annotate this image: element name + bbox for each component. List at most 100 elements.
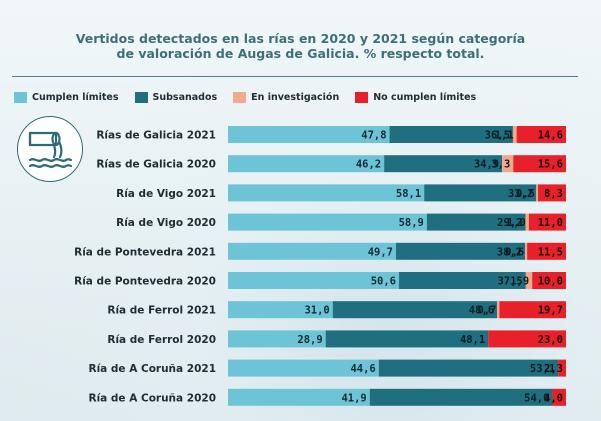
- bar-segment: [399, 272, 526, 289]
- data-label: 11,0: [538, 217, 563, 229]
- data-label: 0,6: [505, 246, 524, 258]
- bar-segment: [384, 155, 503, 173]
- bar-segment: [228, 388, 370, 406]
- legend: Cumplen límites Subsanados En investigac…: [14, 90, 492, 104]
- bar-segment: [332, 301, 498, 319]
- data-label: 1,0: [507, 217, 526, 229]
- bar-segment: [525, 242, 528, 260]
- legend-swatch-investigacion: [233, 91, 247, 103]
- bar-segment: [389, 126, 513, 143]
- legend-label-investigacion: En investigación: [251, 91, 340, 103]
- chart-title: Vertidos detectados en las rías en 2020 …: [0, 31, 601, 61]
- data-label: 3,3: [491, 159, 510, 171]
- legend-item-subsanados: Subsanados: [134, 91, 218, 103]
- bar-segment: [228, 184, 425, 202]
- data-label: 36,5: [485, 130, 510, 142]
- category-label: Rías de Galicia 2020: [96, 159, 216, 171]
- data-label: 11,5: [538, 246, 563, 258]
- data-label: 14,6: [538, 130, 563, 142]
- bar-segment: [325, 330, 489, 348]
- data-label: 15,6: [538, 159, 563, 171]
- category-label: Ría de Ferrol 2020: [107, 334, 216, 346]
- data-label: 10,0: [538, 276, 563, 288]
- bar-segment: [552, 388, 566, 406]
- bar-segment: [499, 301, 566, 319]
- bar-segment: [228, 359, 379, 377]
- data-label: 0,5: [516, 188, 535, 200]
- bar-segment: [537, 184, 566, 202]
- category-label: Ría de A Coruña 2020: [88, 392, 216, 404]
- bar-segment: [228, 272, 400, 289]
- category-label: Ría de Ferrol 2021: [107, 305, 216, 317]
- data-label: 1,1: [495, 130, 514, 142]
- category-label: Ría de Vigo 2021: [116, 188, 216, 200]
- bar-segment: [228, 242, 396, 260]
- data-label: 34,9: [474, 159, 499, 171]
- bar-segment: [488, 330, 566, 348]
- bar-segment: [228, 126, 390, 143]
- bar-segment: [424, 184, 537, 202]
- data-label: 46,2: [356, 159, 381, 171]
- data-label: 48,6: [469, 305, 494, 317]
- bar-segment: [513, 155, 566, 173]
- legend-label-no-cumplen: No cumplen límites: [373, 91, 477, 103]
- category-label: Ría de Pontevedra 2021: [74, 246, 216, 258]
- legend-item-cumplen: Cumplen límites: [14, 91, 119, 103]
- bar-segment: [497, 301, 500, 319]
- bar-segment: [516, 126, 566, 143]
- category-label: Ría de A Coruña 2021: [88, 363, 216, 375]
- data-label: 29,2: [497, 217, 522, 229]
- bar-segment: [532, 272, 566, 289]
- bar-segment: [228, 301, 333, 319]
- legend-item-no-cumplen: No cumplen límites: [355, 91, 477, 103]
- data-label: 49,7: [368, 246, 393, 258]
- data-label: 47,8: [361, 130, 386, 142]
- bar-segment: [228, 155, 385, 173]
- bar-segment: [536, 184, 538, 202]
- data-label: 53,1: [530, 363, 555, 375]
- data-label: 19,7: [538, 305, 563, 317]
- bar-segment: [378, 359, 559, 377]
- sewage-pipe-water-icon: [28, 131, 73, 168]
- bar-segment: [228, 213, 427, 231]
- category-label: Rías de Galicia 2021: [96, 130, 216, 142]
- bar-segment: [528, 213, 566, 231]
- legend-swatch-cumplen: [14, 91, 27, 103]
- legend-label-cumplen: Cumplen límites: [32, 91, 119, 103]
- data-label: 38,2: [497, 246, 522, 258]
- data-label: 33,2: [508, 188, 533, 200]
- data-label: 37,5: [497, 276, 522, 288]
- title-divider: [12, 76, 578, 77]
- badge: [17, 116, 83, 182]
- data-label: 48,1: [460, 334, 485, 346]
- data-label: 41,9: [341, 392, 366, 404]
- data-label: 50,6: [371, 276, 396, 288]
- data-label: 58,9: [399, 217, 424, 229]
- data-label: 44,6: [350, 363, 375, 375]
- bar-segment: [527, 242, 566, 260]
- bar-segment: [369, 388, 553, 406]
- bar-segment: [525, 213, 529, 231]
- data-label: 0,7: [477, 305, 496, 317]
- bar-segment: [502, 155, 514, 173]
- data-label: 8,3: [544, 188, 563, 200]
- data-label: 28,9: [297, 334, 322, 346]
- data-label: 23,0: [538, 334, 563, 346]
- legend-item-investigacion: En investigación: [233, 91, 340, 103]
- data-label: 54,0: [524, 392, 549, 404]
- data-label: 31,0: [304, 305, 329, 317]
- bar-segment: [512, 126, 517, 143]
- category-label: Ría de Pontevedra 2020: [74, 276, 216, 288]
- data-label: 58,1: [396, 188, 421, 200]
- chart-title-line-2: de valoración de Augas de Galicia. % res…: [116, 46, 485, 61]
- bar-segment: [228, 330, 326, 348]
- legend-swatch-no-cumplen: [355, 91, 369, 103]
- chart-title-line-1: Vertidos detectados en las rías en 2020 …: [75, 31, 526, 46]
- data-label: 4,0: [544, 392, 563, 404]
- data-label: 1,9: [510, 276, 529, 288]
- legend-label-subsanados: Subsanados: [152, 91, 218, 103]
- category-label: Ría de Vigo 2020: [116, 217, 216, 229]
- bar-segment: [558, 359, 566, 377]
